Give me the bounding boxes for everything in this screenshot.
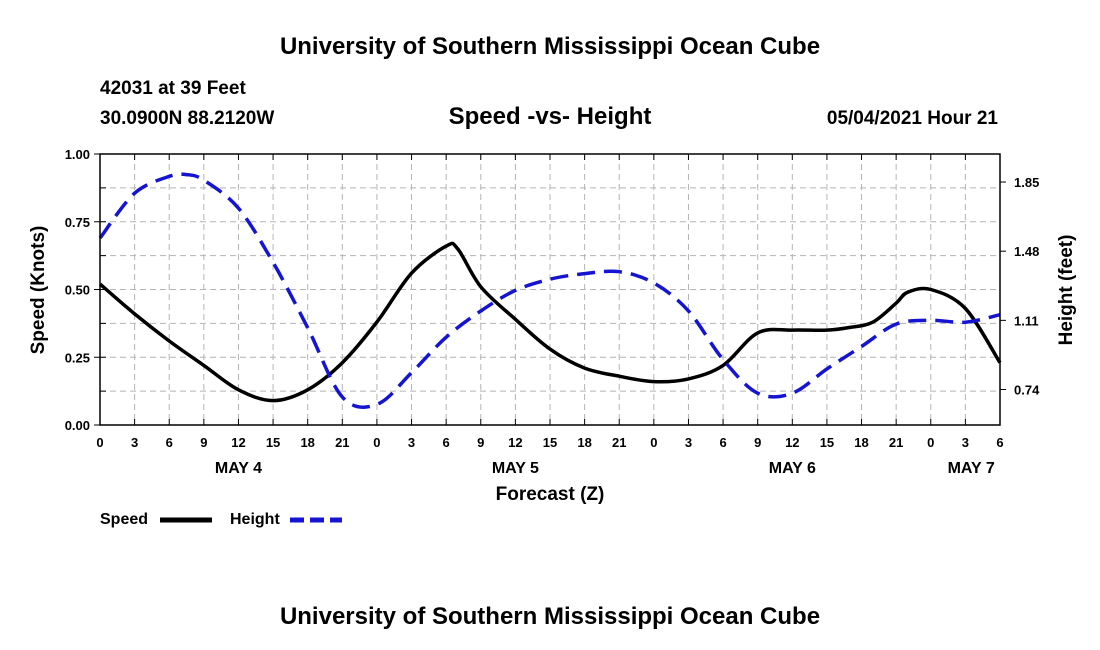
x-tick-label: 3 [962, 435, 969, 450]
x-tick-label: 12 [231, 435, 245, 450]
y-tick-label: 0.50 [65, 283, 90, 298]
x-tick-label: 21 [335, 435, 349, 450]
x-tick-label: 15 [820, 435, 834, 450]
x-tick-label: 21 [889, 435, 903, 450]
station-label: 42031 at 39 Feet [100, 78, 246, 99]
x-tick-label: 15 [266, 435, 280, 450]
x-tick-label: 18 [300, 435, 314, 450]
y-tick-label: 1.00 [65, 147, 90, 162]
x-tick-label: 18 [577, 435, 591, 450]
x-tick-label: 6 [719, 435, 726, 450]
x-tick-label: 9 [200, 435, 207, 450]
x-tick-label: 6 [443, 435, 450, 450]
day-label: MAY 5 [492, 460, 539, 477]
y2-tick-label: 1.85 [1014, 175, 1039, 190]
x-axis-label: Forecast (Z) [496, 484, 605, 505]
x-tick-label: 21 [612, 435, 626, 450]
x-tick-label: 0 [650, 435, 657, 450]
chart-title: Speed -vs- Height [449, 103, 652, 130]
x-tick-label: 12 [508, 435, 522, 450]
y-tick-label: 0.25 [65, 350, 90, 365]
x-tick-label: 9 [477, 435, 484, 450]
x-tick-label: 12 [785, 435, 799, 450]
footer-title: University of Southern Mississippi Ocean… [280, 603, 820, 630]
day-label: MAY 6 [769, 460, 816, 477]
day-label: MAY 4 [215, 460, 262, 477]
x-tick-label: 6 [996, 435, 1003, 450]
y2-tick-label: 0.74 [1014, 382, 1040, 397]
x-tick-label: 9 [754, 435, 761, 450]
y-axis-label: Speed (Knots) [28, 226, 49, 355]
legend-speed-label: Speed [100, 511, 148, 528]
x-tick-label: 0 [927, 435, 934, 450]
tick-labels: 0 3 6 9 12 15 18 21 0 3 6 9 12 15 18 21 0 3 6 9 12 15 18 21 0 3 6 0… [65, 147, 1040, 477]
location-label: 30.0900N 88.2120W [100, 108, 274, 129]
legend-height-label: Height [230, 511, 280, 528]
speed-series-line [98, 241, 1002, 403]
day-label: MAY 7 [948, 460, 995, 477]
datetime-label: 05/04/2021 Hour 21 [827, 108, 999, 129]
y2-tick-label: 1.48 [1014, 244, 1039, 259]
series-layer [98, 172, 1002, 409]
height-series-line [98, 172, 1001, 409]
y-tick-label: 0.75 [65, 215, 90, 230]
x-tick-label: 3 [131, 435, 138, 450]
y2-axis-label: Height (feet) [1056, 235, 1077, 346]
x-tick-label: 3 [685, 435, 692, 450]
x-tick-label: 6 [166, 435, 173, 450]
x-tick-label: 0 [96, 435, 103, 450]
x-tick-label: 0 [373, 435, 380, 450]
x-tick-label: 15 [543, 435, 557, 450]
y2-tick-label: 1.11 [1014, 313, 1039, 328]
tick-marks [94, 153, 1006, 426]
y-tick-label: 0.00 [65, 418, 90, 433]
page-title: University of Southern Mississippi Ocean… [280, 33, 820, 60]
x-tick-label: 18 [854, 435, 868, 450]
x-tick-label: 3 [408, 435, 415, 450]
legend: Speed Height [100, 511, 342, 528]
grid-lines [100, 154, 1000, 425]
